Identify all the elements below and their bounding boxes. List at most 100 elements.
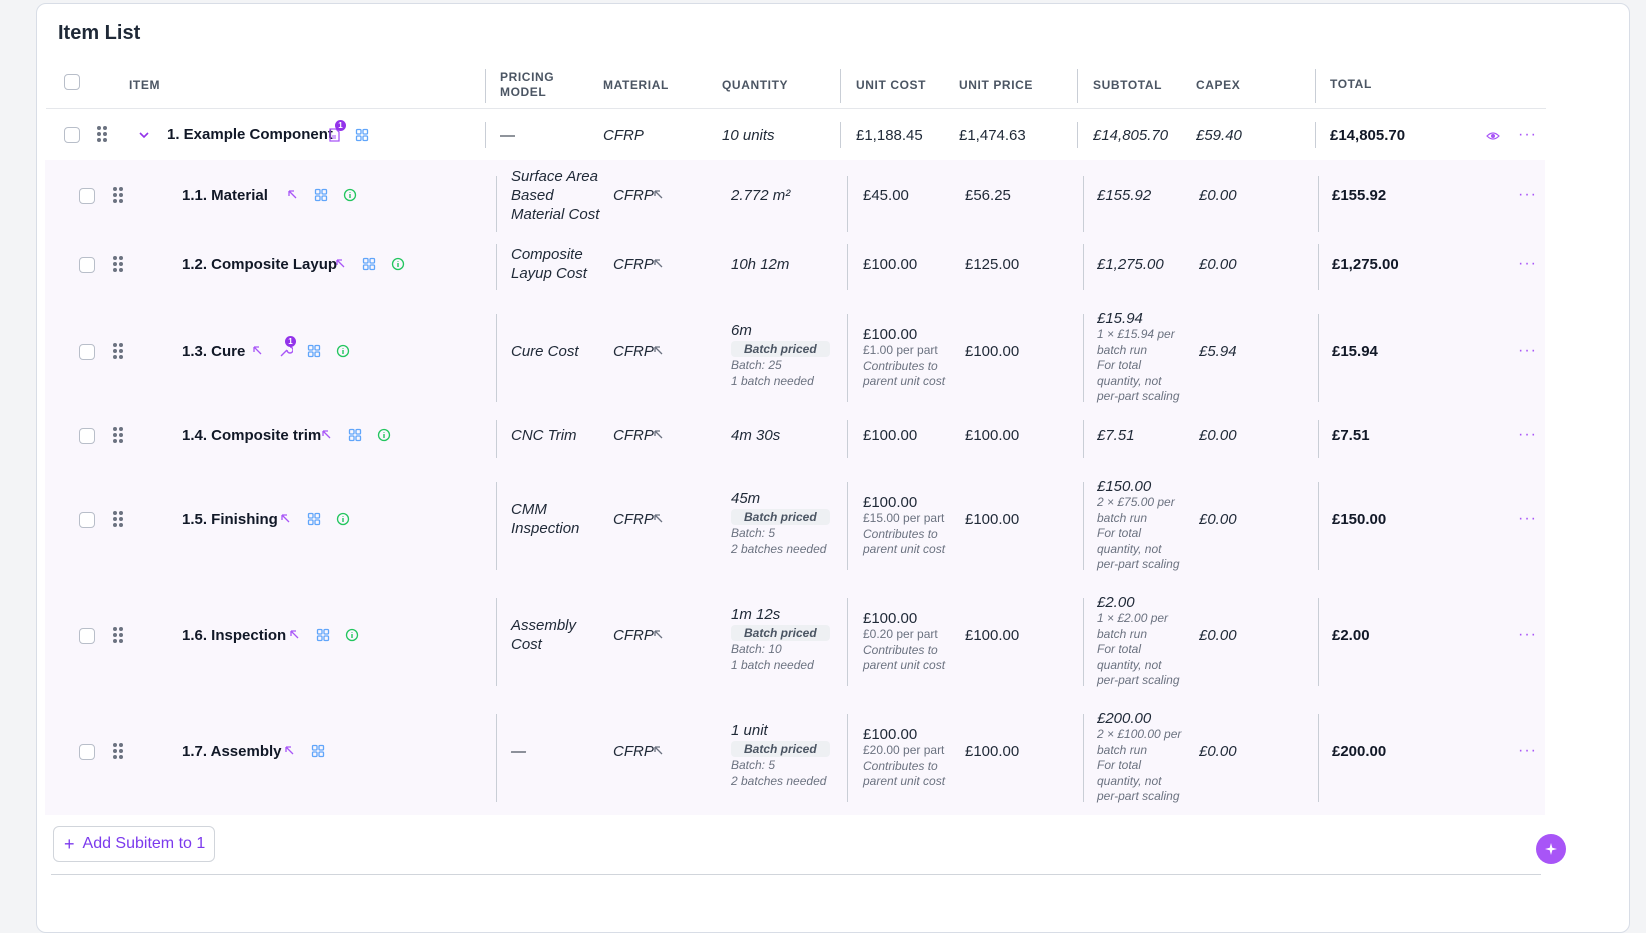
subtotal-detail: quantity, not (1097, 773, 1162, 788)
info-icon[interactable] (343, 188, 357, 202)
add-subitem-label: Add Subitem to 1 (82, 835, 206, 852)
more-actions-icon[interactable]: ··· (1518, 510, 1537, 527)
info-icon[interactable] (377, 428, 391, 442)
row-checkbox[interactable] (79, 628, 95, 644)
info-icon[interactable] (391, 257, 405, 271)
subtotal-cell: £15.94 1 × £15.94 per batch run For total qu… (1097, 310, 1180, 405)
grid-icon[interactable] (311, 744, 325, 758)
more-actions-icon[interactable]: ··· (1518, 342, 1537, 359)
unit-price-value: £125.00 (965, 256, 1020, 273)
material-link-icon[interactable] (652, 344, 666, 358)
total-value: £2.00 (1332, 627, 1370, 644)
add-subitem-button[interactable]: + Add Subitem to 1 (53, 826, 215, 862)
column-divider[interactable] (840, 69, 841, 103)
material-link-icon[interactable] (652, 628, 666, 642)
subitem-name[interactable]: 1.7. Assembly (182, 743, 282, 760)
parent-link-icon[interactable] (283, 744, 297, 758)
subtotal-detail: For total (1097, 642, 1142, 656)
column-divider (1083, 420, 1084, 458)
column-divider (1077, 122, 1078, 148)
column-divider[interactable] (1315, 69, 1316, 103)
row-checkbox[interactable] (79, 428, 95, 444)
header-total: TOTAL (1330, 77, 1372, 91)
column-divider (496, 314, 497, 402)
drag-handle-icon[interactable] (113, 343, 125, 361)
more-actions-icon[interactable]: ··· (1518, 255, 1537, 272)
more-actions-icon[interactable]: ··· (1518, 186, 1537, 203)
parent-link-icon[interactable] (334, 257, 348, 271)
material-link-icon[interactable] (652, 188, 666, 202)
pricing-model-line: Cost (511, 636, 542, 653)
subitem-name[interactable]: 1.6. Inspection (182, 627, 287, 644)
per-part-cost: £15.00 per part (863, 511, 945, 525)
column-divider (496, 714, 497, 802)
more-actions-icon[interactable]: ··· (1518, 626, 1537, 643)
row-checkbox[interactable] (79, 512, 95, 528)
subitem-name[interactable]: 1.2. Composite Layup (182, 256, 338, 273)
grid-icon[interactable] (307, 512, 321, 526)
material-link-icon[interactable] (652, 744, 666, 758)
grid-icon[interactable] (307, 344, 321, 358)
parent-link-icon[interactable] (279, 512, 293, 526)
drag-handle-icon[interactable] (113, 627, 125, 645)
row-checkbox[interactable] (64, 127, 80, 143)
subitem-name[interactable]: 1.3. Cure (182, 343, 246, 360)
row-checkbox[interactable] (79, 257, 95, 273)
parent-link-icon[interactable] (320, 428, 334, 442)
batch-size: Batch: 10 (731, 642, 782, 656)
drag-handle-icon[interactable] (113, 427, 125, 445)
batches-needed: 1 batch needed (731, 373, 814, 388)
pricing-model-line: Composite (511, 246, 583, 263)
drag-handle-icon[interactable] (113, 256, 125, 274)
grid-icon[interactable] (314, 188, 328, 202)
row-checkbox[interactable] (79, 344, 95, 360)
grid-icon[interactable] (355, 128, 369, 142)
subtotal-value: £7.51 (1097, 427, 1135, 444)
grid-icon[interactable] (362, 257, 376, 271)
parent-unit-cost: £1,188.45 (856, 127, 923, 144)
subitem-name[interactable]: 1.1. Material (182, 187, 268, 204)
batch-priced-badge: Batch priced (731, 741, 830, 757)
column-divider[interactable] (485, 69, 486, 103)
column-divider[interactable] (1077, 69, 1078, 103)
parent-name[interactable]: 1. Example Component (167, 126, 333, 143)
column-divider (496, 244, 497, 290)
batches-needed: 2 batches needed (731, 773, 827, 788)
unit-cost-value: £100.00 (863, 326, 918, 343)
info-icon[interactable] (345, 628, 359, 642)
info-icon[interactable] (336, 344, 350, 358)
eye-icon[interactable] (1486, 129, 1500, 143)
chevron-down-icon[interactable] (137, 129, 151, 141)
assistant-button[interactable] (1536, 834, 1566, 864)
column-divider (847, 176, 848, 232)
parent-link-icon[interactable] (251, 344, 265, 358)
column-divider (1083, 714, 1084, 802)
drag-handle-icon[interactable] (113, 511, 125, 529)
material-value: CFRP (613, 627, 654, 644)
material-link-icon[interactable] (652, 257, 666, 271)
unit-price-value: £100.00 (965, 343, 1020, 360)
more-actions-icon[interactable]: ··· (1518, 426, 1537, 443)
drag-handle-icon[interactable] (113, 743, 125, 761)
parent-link-icon[interactable] (288, 628, 302, 642)
select-all-checkbox[interactable] (64, 74, 80, 90)
parent-link-icon[interactable] (286, 188, 300, 202)
row-checkbox[interactable] (79, 188, 95, 204)
grid-icon[interactable] (316, 628, 330, 642)
grid-icon[interactable] (348, 428, 362, 442)
drag-handle-icon[interactable] (113, 187, 125, 205)
subtotal-detail: batch run (1097, 510, 1148, 525)
material-link-icon[interactable] (652, 428, 666, 442)
wrench-icon[interactable] (279, 344, 294, 358)
drag-handle-icon[interactable] (97, 126, 109, 144)
subtotal-cell: £150.00 2 × £75.00 per batch run For total q… (1097, 478, 1180, 573)
more-actions-icon[interactable]: ··· (1518, 742, 1537, 759)
material-link-icon[interactable] (652, 512, 666, 526)
subitem-name[interactable]: 1.4. Composite trim (182, 427, 322, 444)
document-icon[interactable] (327, 128, 341, 142)
row-checkbox[interactable] (79, 744, 95, 760)
info-icon[interactable] (336, 512, 350, 526)
subitem-name[interactable]: 1.5. Finishing (182, 511, 278, 528)
more-actions-icon[interactable]: ··· (1518, 126, 1537, 143)
unit-price-value: £56.25 (965, 187, 1011, 204)
